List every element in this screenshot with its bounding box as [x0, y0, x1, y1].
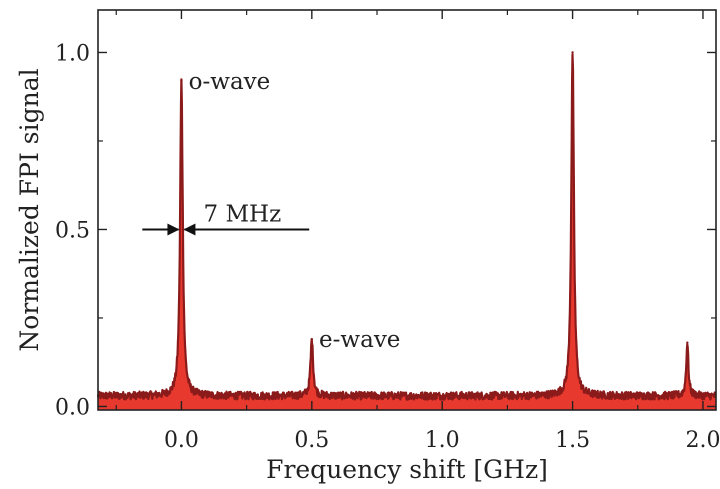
- width-arrowhead-right: [183, 223, 196, 236]
- x-tick-label: 2.0: [685, 428, 720, 453]
- peak-label-0: o-wave: [189, 69, 271, 95]
- linewidth-label: 7 MHz: [204, 201, 282, 227]
- peak-point-2: [571, 51, 574, 54]
- y-tick-label: 0.0: [55, 395, 90, 420]
- x-tick-label: 0.0: [164, 428, 199, 453]
- plot-frame: [97, 9, 717, 411]
- width-arrowhead-left: [167, 223, 180, 236]
- x-tick-label: 0.5: [294, 428, 329, 453]
- y-tick-label: 0.5: [55, 218, 90, 243]
- x-axis-label: Frequency shift [GHz]: [266, 455, 548, 484]
- peak-point-0: [180, 79, 183, 82]
- peak-label-1: e-wave: [319, 327, 400, 353]
- peak-point-3: [686, 341, 689, 344]
- y-tick-label: 1.0: [55, 41, 90, 66]
- signal-line: [96, 53, 717, 401]
- x-tick-label: 1.5: [555, 428, 590, 453]
- peak-point-1: [310, 338, 314, 341]
- x-tick-label: 1.0: [425, 428, 460, 453]
- y-axis-label: Normalized FPI signal: [15, 68, 44, 351]
